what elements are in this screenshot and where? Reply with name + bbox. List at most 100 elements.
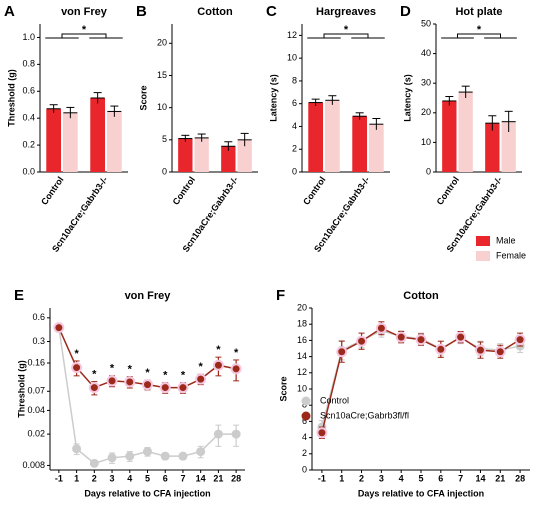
x-tick-label: 4 <box>127 473 132 483</box>
y-tick-label: 0.16 <box>27 357 45 367</box>
point <box>195 373 207 385</box>
chart-title: Hot plate <box>455 6 502 18</box>
chart-title: von Frey <box>125 290 172 302</box>
series-line <box>58 327 237 465</box>
significance-label: * <box>344 24 349 36</box>
panel-label: B <box>136 3 147 20</box>
point <box>455 331 467 343</box>
y-tick-label: 18 <box>297 319 307 329</box>
x-tick-label: 5 <box>145 473 150 483</box>
x-tick-label: 7 <box>180 473 185 483</box>
significance-label: * <box>216 344 221 356</box>
y-tick-label: 0.02 <box>27 428 45 438</box>
y-tick-label: 1.0 <box>22 32 35 42</box>
x-axis-title: Days relative to CFA injection <box>358 488 484 498</box>
y-tick-label: 0 <box>302 464 307 474</box>
bar <box>325 100 340 172</box>
x-tick-label: -1 <box>55 473 63 483</box>
legend-swatch <box>476 236 490 246</box>
chart-title: Cotton <box>197 6 233 18</box>
bar <box>221 146 236 172</box>
point <box>178 451 188 461</box>
legend-label: Control <box>320 395 349 405</box>
bar <box>458 92 473 172</box>
bar <box>237 139 252 172</box>
y-axis-title: Latency (s) <box>402 74 412 122</box>
x-tick-label: Control <box>301 175 328 207</box>
point <box>213 429 223 439</box>
x-tick-label: 28 <box>231 473 241 483</box>
point <box>212 359 224 371</box>
y-tick-label: 10 <box>421 137 431 147</box>
x-tick-label: 14 <box>475 473 485 483</box>
x-axis-title: Days relative to CFA injection <box>84 488 210 498</box>
chart-title: Cotton <box>403 290 439 302</box>
bar <box>90 98 105 172</box>
bar <box>194 137 209 172</box>
x-tick-label: -1 <box>318 473 326 483</box>
bar <box>352 116 367 172</box>
significance-label: * <box>74 348 79 360</box>
y-tick-label: 0 <box>162 166 167 176</box>
x-tick-label: 5 <box>418 473 423 483</box>
bar <box>442 100 457 172</box>
point <box>72 444 82 454</box>
y-tick-label: 14 <box>297 351 307 361</box>
significance-label: * <box>110 363 115 375</box>
x-tick-label: 21 <box>495 473 505 483</box>
point <box>231 429 241 439</box>
point <box>106 375 118 387</box>
x-tick-label: 6 <box>438 473 443 483</box>
y-tick-label: 12 <box>297 367 307 377</box>
y-tick-label: 15 <box>157 70 167 80</box>
x-tick-label: 2 <box>92 473 97 483</box>
x-tick-label: 6 <box>163 473 168 483</box>
point <box>395 331 407 343</box>
significance-label: * <box>199 361 204 373</box>
point <box>375 322 387 334</box>
point <box>88 382 100 394</box>
x-tick-label: 7 <box>458 473 463 483</box>
point <box>494 346 506 358</box>
legend-swatch <box>476 251 490 261</box>
legend-label: Female <box>496 250 526 260</box>
bar <box>308 102 323 172</box>
point <box>435 343 447 355</box>
panel-label: D <box>400 3 411 20</box>
y-tick-label: 0.6 <box>22 86 35 96</box>
point <box>336 346 348 358</box>
point <box>415 334 427 346</box>
x-tick-label: 21 <box>213 473 223 483</box>
y-tick-label: 50 <box>421 18 431 28</box>
bar <box>107 111 122 172</box>
y-axis-title: Latency (s) <box>268 74 278 122</box>
panel-label: F <box>276 287 285 304</box>
y-tick-label: 6 <box>292 98 297 108</box>
y-tick-label: 0.8 <box>22 59 35 69</box>
legend-swatch <box>301 411 311 421</box>
y-tick-label: 16 <box>297 335 307 345</box>
chart-title: Hargreaves <box>316 6 376 18</box>
point <box>316 427 328 439</box>
y-axis-title: Score <box>138 85 148 110</box>
y-tick-label: 0.2 <box>22 139 35 149</box>
y-axis-title: Score <box>278 376 288 401</box>
y-tick-label: 30 <box>421 78 431 88</box>
bar <box>501 121 516 172</box>
y-tick-label: 0 <box>292 166 297 176</box>
y-tick-label: 10 <box>157 102 167 112</box>
bar <box>46 108 61 172</box>
x-tick-label: 2 <box>359 473 364 483</box>
y-tick-label: 0.4 <box>22 113 35 123</box>
y-tick-label: 2 <box>292 144 297 154</box>
legend-swatch <box>301 396 311 406</box>
significance-bracket <box>45 33 123 39</box>
y-tick-label: 6 <box>302 416 307 426</box>
y-tick-label: 8 <box>292 75 297 85</box>
y-tick-label: 12 <box>287 30 297 40</box>
significance-bracket <box>307 33 385 39</box>
bar <box>178 138 193 172</box>
significance-label: * <box>128 364 133 376</box>
point <box>143 447 152 457</box>
